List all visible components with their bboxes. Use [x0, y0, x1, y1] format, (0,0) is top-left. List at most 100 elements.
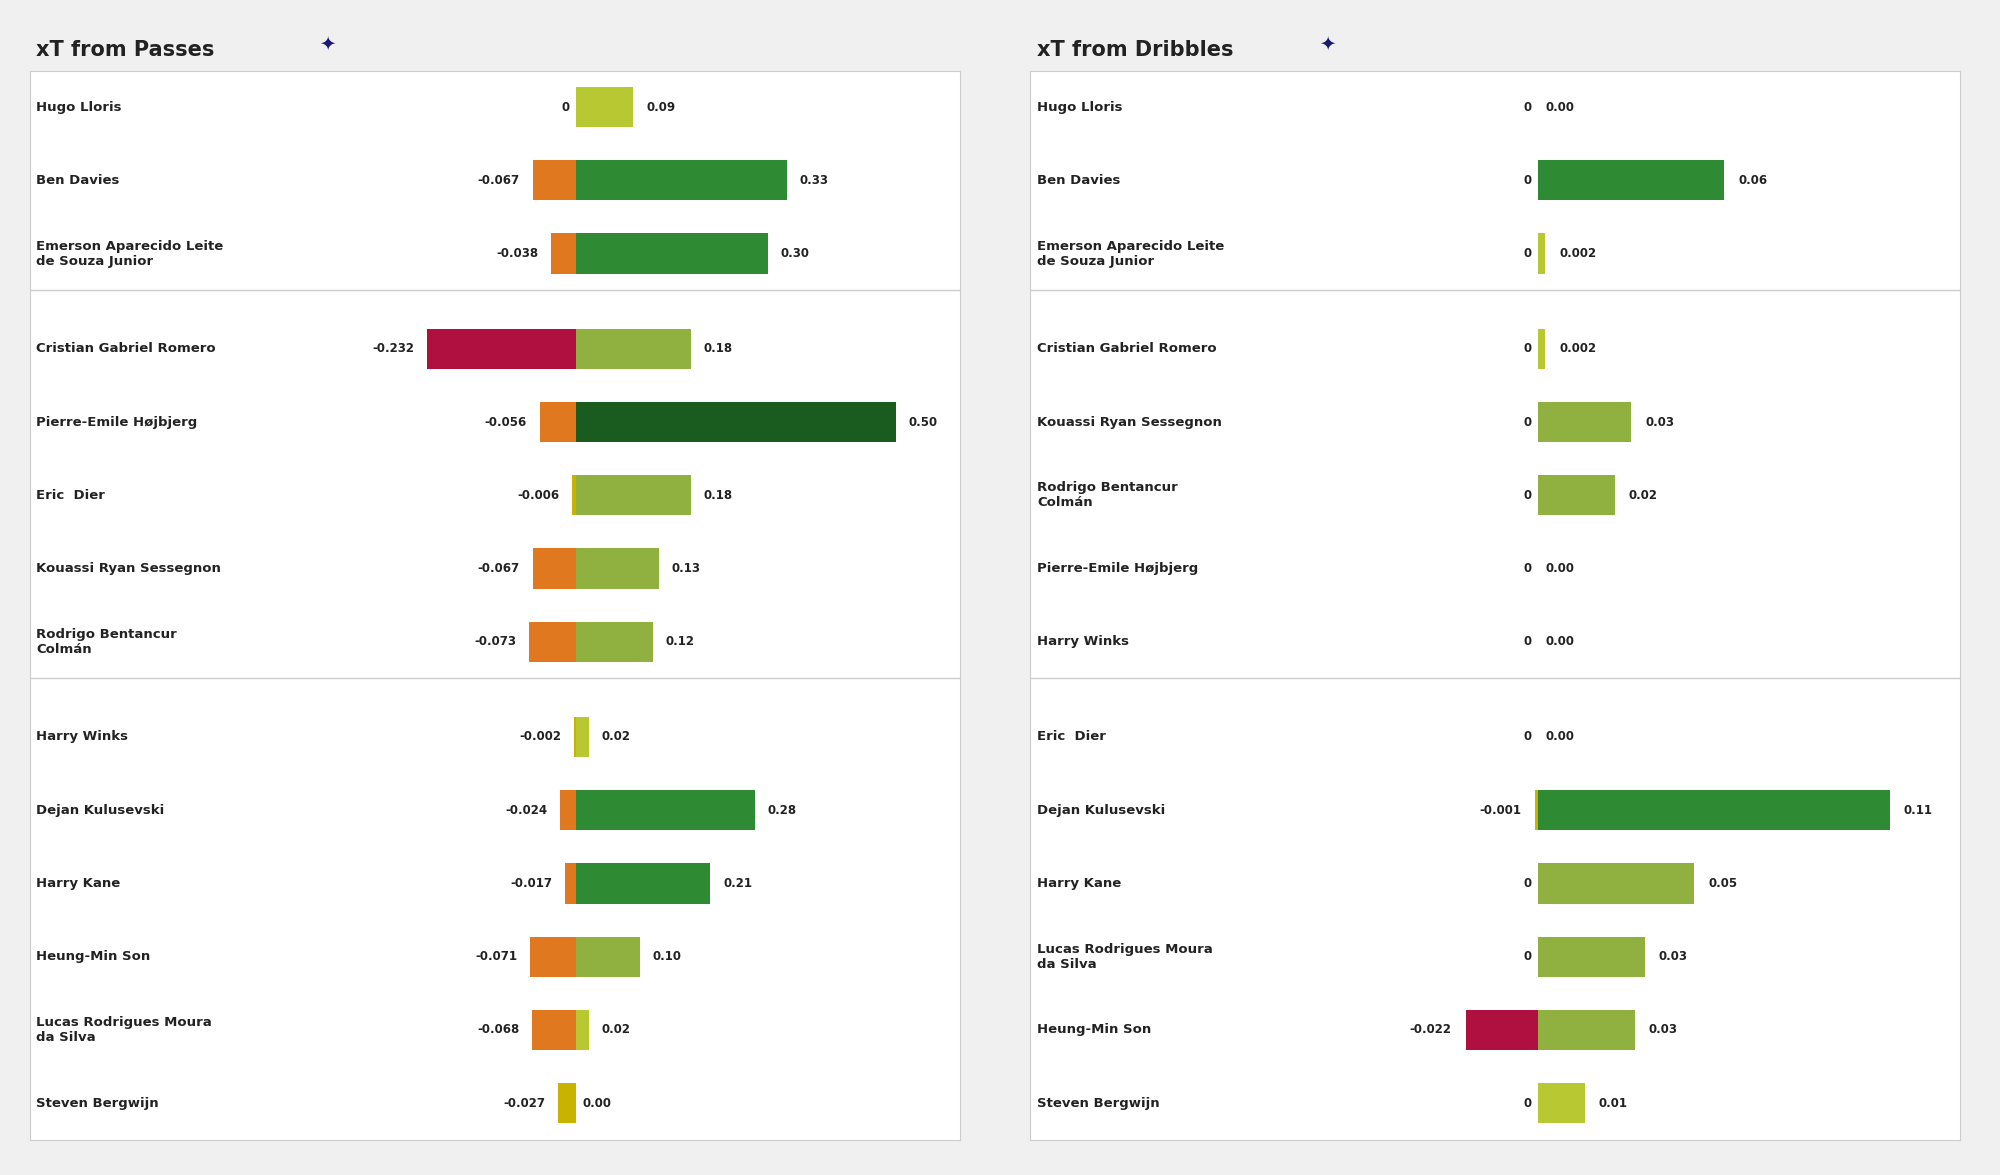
Text: 0.05: 0.05 — [1708, 877, 1738, 889]
Bar — [528, 622, 576, 662]
Bar — [576, 790, 756, 831]
Text: Ben Davies: Ben Davies — [36, 174, 120, 187]
Bar — [30, 993, 960, 1067]
Bar — [576, 1009, 588, 1050]
Text: 0.00: 0.00 — [582, 1096, 612, 1109]
Bar — [1538, 402, 1632, 442]
Text: Steven Bergwijn: Steven Bergwijn — [1038, 1096, 1160, 1109]
Text: 0: 0 — [562, 101, 570, 114]
Text: 0: 0 — [1524, 342, 1532, 355]
Bar — [530, 936, 576, 976]
Bar — [1030, 1067, 1960, 1140]
Bar — [576, 87, 634, 127]
Text: 0: 0 — [1524, 489, 1532, 502]
Bar — [1538, 160, 1724, 201]
Text: 0: 0 — [1524, 101, 1532, 114]
Text: -0.068: -0.068 — [478, 1023, 520, 1036]
Bar — [576, 622, 652, 662]
Bar — [30, 458, 960, 532]
Text: 0.12: 0.12 — [666, 636, 694, 649]
Bar — [30, 143, 960, 217]
Text: -0.067: -0.067 — [478, 562, 520, 575]
Bar — [1030, 773, 1960, 847]
Text: Rodrigo Bentancur
Colmán: Rodrigo Bentancur Colmán — [1038, 482, 1178, 509]
Text: Harry Kane: Harry Kane — [1038, 877, 1122, 889]
Bar — [576, 717, 588, 757]
Bar — [30, 385, 960, 458]
Text: 0.00: 0.00 — [1546, 636, 1574, 649]
Text: 0.21: 0.21 — [724, 877, 752, 889]
Text: -0.022: -0.022 — [1410, 1023, 1452, 1036]
Text: xT from Dribbles: xT from Dribbles — [1038, 40, 1234, 60]
Bar — [1466, 1009, 1538, 1050]
Bar — [30, 773, 960, 847]
Text: 0.06: 0.06 — [1738, 174, 1768, 187]
Text: Pierre-Emile Højbjerg: Pierre-Emile Højbjerg — [36, 416, 198, 429]
Bar — [30, 70, 960, 143]
Bar — [30, 700, 960, 773]
Text: -0.073: -0.073 — [474, 636, 516, 649]
Bar — [558, 1083, 576, 1123]
Bar — [1538, 864, 1694, 904]
Text: 0.00: 0.00 — [1546, 731, 1574, 744]
Text: -0.232: -0.232 — [372, 342, 414, 355]
Bar — [1538, 329, 1546, 369]
Bar — [576, 234, 768, 274]
Text: Lucas Rodrigues Moura
da Silva: Lucas Rodrigues Moura da Silva — [36, 1016, 212, 1043]
Text: -0.001: -0.001 — [1480, 804, 1522, 817]
Bar — [30, 217, 960, 290]
Text: -0.067: -0.067 — [478, 174, 520, 187]
Text: Harry Kane: Harry Kane — [36, 877, 120, 889]
Text: -0.038: -0.038 — [496, 247, 538, 260]
Bar — [1030, 700, 1960, 773]
Text: Dejan Kulusevski: Dejan Kulusevski — [1038, 804, 1166, 817]
Text: Emerson Aparecido Leite
de Souza Junior: Emerson Aparecido Leite de Souza Junior — [1038, 240, 1224, 268]
Text: ✦: ✦ — [320, 34, 336, 53]
Text: Heung-Min Son: Heung-Min Son — [1038, 1023, 1152, 1036]
Text: 0.09: 0.09 — [646, 101, 676, 114]
Bar — [576, 864, 710, 904]
Text: Hugo Lloris: Hugo Lloris — [36, 101, 122, 114]
Text: Ben Davies: Ben Davies — [1038, 174, 1120, 187]
Text: 0.28: 0.28 — [768, 804, 796, 817]
Bar — [1030, 217, 1960, 290]
Text: 0: 0 — [1524, 731, 1532, 744]
Bar — [30, 532, 960, 605]
Text: 0.01: 0.01 — [1598, 1096, 1628, 1109]
Bar — [30, 847, 960, 920]
Text: 0.02: 0.02 — [1628, 489, 1658, 502]
Bar — [564, 864, 576, 904]
Bar — [576, 329, 690, 369]
Text: 0.30: 0.30 — [780, 247, 810, 260]
Bar — [1538, 1083, 1584, 1123]
Bar — [540, 402, 576, 442]
Bar — [576, 936, 640, 976]
Text: 0: 0 — [1524, 562, 1532, 575]
Bar — [560, 790, 576, 831]
Text: 0.10: 0.10 — [652, 951, 682, 963]
Bar — [1538, 234, 1546, 274]
Text: Cristian Gabriel Romero: Cristian Gabriel Romero — [36, 342, 216, 355]
Bar — [1030, 993, 1960, 1067]
Text: Cristian Gabriel Romero: Cristian Gabriel Romero — [1038, 342, 1216, 355]
Bar — [1536, 790, 1538, 831]
Bar — [572, 475, 576, 516]
Bar — [1030, 458, 1960, 532]
Bar — [1030, 847, 1960, 920]
Text: 0.02: 0.02 — [602, 1023, 630, 1036]
Text: Rodrigo Bentancur
Colmán: Rodrigo Bentancur Colmán — [36, 627, 178, 656]
Text: Pierre-Emile Højbjerg: Pierre-Emile Højbjerg — [1038, 562, 1198, 575]
Text: 0.13: 0.13 — [672, 562, 700, 575]
Text: 0.03: 0.03 — [1658, 951, 1688, 963]
Bar — [1030, 143, 1960, 217]
Text: 0: 0 — [1524, 1096, 1532, 1109]
Bar — [1030, 920, 1960, 993]
Bar — [30, 1067, 960, 1140]
Bar — [532, 1009, 576, 1050]
Text: 0.00: 0.00 — [1546, 562, 1574, 575]
Text: Heung-Min Son: Heung-Min Son — [36, 951, 150, 963]
Text: Eric  Dier: Eric Dier — [36, 489, 106, 502]
Bar — [30, 313, 960, 385]
Text: 0: 0 — [1524, 951, 1532, 963]
Text: -0.027: -0.027 — [504, 1096, 546, 1109]
